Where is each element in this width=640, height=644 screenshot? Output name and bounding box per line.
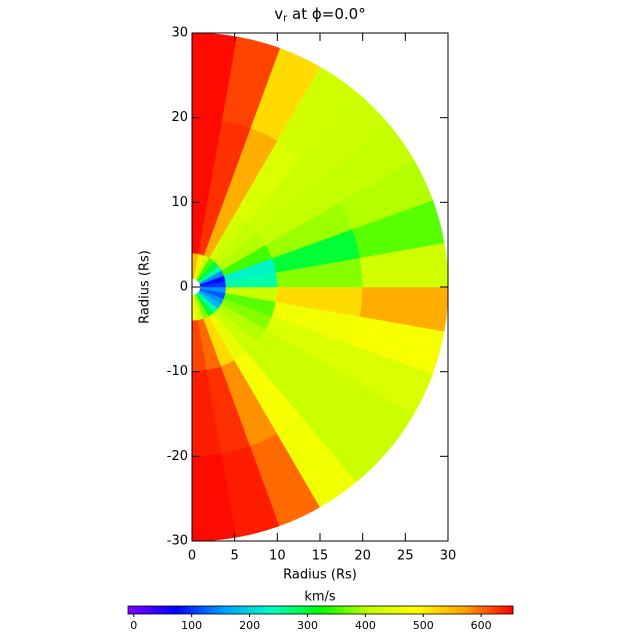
x-tick-label: 10: [269, 549, 286, 564]
colorbar-label: km/s: [304, 590, 336, 605]
chart-title: vr at ϕ=0.0°: [274, 5, 365, 25]
x-tick-label: 25: [397, 549, 414, 564]
y-tick-label: 10: [171, 195, 188, 210]
y-tick-label: 20: [171, 110, 188, 125]
x-tick-label: 30: [440, 549, 457, 564]
x-tick-label: 0: [188, 549, 196, 564]
colorbar-tick-label: 300: [297, 619, 318, 632]
colorbar-tick-label: 0: [130, 619, 137, 632]
x-axis-label: Radius (Rs): [283, 568, 357, 583]
title-rest: at ϕ=0.0°: [287, 5, 365, 23]
y-axis-label: Radius (Rs): [138, 250, 153, 324]
y-tick-label: -20: [167, 449, 188, 464]
y-tick-label: 0: [180, 280, 188, 295]
y-tick-label: -10: [167, 364, 188, 379]
title-sub: r: [283, 13, 288, 24]
colorbar-tick-label: 100: [181, 619, 202, 632]
colorbar: [127, 605, 514, 615]
colorbar-tick-label: 400: [355, 619, 376, 632]
y-tick-label: -30: [167, 534, 188, 549]
y-tick-label: 30: [171, 26, 188, 41]
x-tick-label: 5: [231, 549, 239, 564]
colorbar-tick-label: 200: [239, 619, 260, 632]
x-tick-label: 20: [354, 549, 371, 564]
colorbar-tick-label: 500: [413, 619, 434, 632]
colorbar-tick-label: 600: [471, 619, 492, 632]
title-main: v: [274, 5, 283, 23]
x-tick-label: 15: [312, 549, 329, 564]
